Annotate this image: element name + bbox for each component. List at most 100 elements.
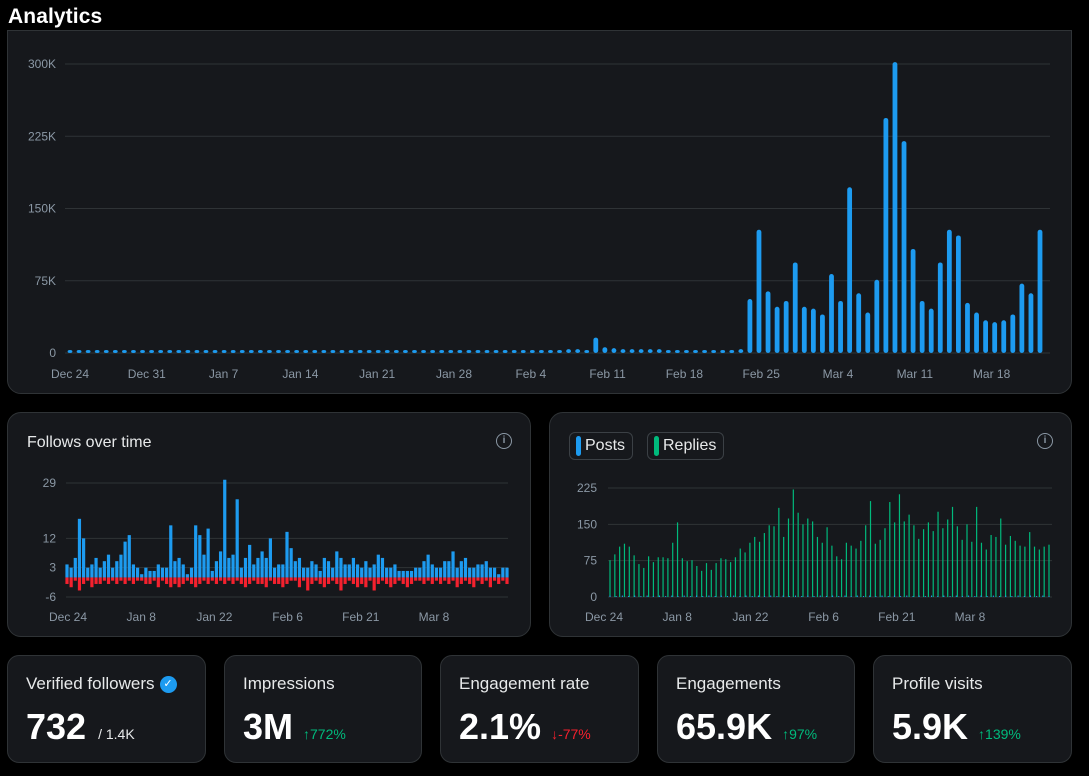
impressions-bar [602, 347, 608, 353]
impressions-bar [194, 350, 200, 353]
y-tick-label: 75 [584, 554, 598, 568]
follow-bar [360, 567, 364, 578]
impressions-bar [348, 350, 354, 353]
stat-profile-visits[interactable]: Profile visits 5.9K ↑139% [873, 655, 1072, 763]
impressions-bar [892, 62, 898, 353]
posts-replies-chart[interactable]: 225 150 75 0 Dec 24 Jan 8 Jan 22 Feb 6 Feb 21 Mar… [550, 413, 1073, 638]
impressions-chart[interactable]: 300K 225K 150K 75K 0 Dec 24 Dec 31 Jan 7 Jan 14 J… [8, 31, 1073, 395]
x-tick-label: Feb 25 [743, 367, 781, 381]
impressions-bar [956, 235, 961, 353]
follow-bar [302, 567, 306, 578]
unfollow-bar [409, 577, 414, 584]
posts-swatch [576, 436, 581, 456]
follow-bar [131, 564, 136, 578]
unfollow-bar [422, 577, 426, 584]
impressions-bar [629, 349, 635, 353]
impressions-bar [393, 350, 399, 353]
follow-bar [189, 567, 194, 578]
stat-change: ↓-77% [551, 726, 591, 742]
follow-bar [218, 551, 223, 578]
unfollow-bar [131, 577, 136, 584]
unfollow-bar [326, 577, 331, 584]
unfollow-bar [343, 577, 347, 584]
impressions-bar [756, 229, 762, 353]
unfollow-bar [488, 577, 492, 588]
impressions-bar [221, 350, 227, 353]
follow-bar [422, 561, 426, 578]
unfollow-bar [463, 577, 468, 581]
follows-card: Follows over time i 29 12 3 -6 Dec 24 Jan 8 Ja… [7, 412, 531, 637]
stat-engagement-rate[interactable]: Engagement rate 2.1% ↓-77% [440, 655, 639, 763]
unfollow-bar [451, 577, 455, 581]
follow-bar [144, 567, 148, 578]
impressions-bar [457, 350, 463, 353]
impressions-bar [548, 350, 553, 353]
stat-verified-followers[interactable]: Verified followers ✓ 732 / 1.4K [7, 655, 206, 763]
unfollow-bar [302, 577, 306, 581]
follow-bar [418, 567, 422, 578]
follow-bar [492, 567, 497, 578]
impressions-bar [502, 350, 508, 353]
stat-impressions[interactable]: Impressions 3M ↑772% [224, 655, 422, 763]
follow-bar [86, 567, 90, 578]
impressions-bar [520, 350, 526, 353]
stat-engagements[interactable]: Engagements 65.9K ↑97% [657, 655, 855, 763]
impressions-bar [375, 350, 381, 353]
unfollow-bar [339, 577, 343, 591]
impressions-bar [76, 350, 82, 353]
unfollow-bar [123, 577, 127, 584]
follow-bar [351, 557, 356, 578]
follow-bar [347, 564, 351, 578]
unfollow-bar [476, 577, 480, 581]
legend-posts[interactable]: Posts [569, 432, 634, 460]
x-tick-label: Mar 8 [955, 610, 986, 624]
impressions-bar [693, 350, 698, 353]
info-icon[interactable]: i [1037, 433, 1053, 449]
unfollow-bar [277, 577, 281, 584]
info-icon[interactable]: i [496, 433, 512, 449]
impressions-bar [167, 350, 173, 353]
unfollow-bar [198, 577, 202, 584]
impressions-bar [321, 350, 327, 353]
follow-bar [385, 567, 389, 578]
x-tick-label: Feb 11 [589, 367, 626, 381]
follow-bar [252, 564, 256, 578]
unfollow-bar [480, 577, 484, 584]
impressions-bar [611, 348, 617, 353]
follow-bar [468, 567, 472, 578]
impressions-bar [711, 350, 717, 353]
stat-value: 2.1% [459, 706, 542, 747]
follow-bar [248, 544, 252, 578]
impressions-bar [792, 262, 798, 353]
impressions-bar [638, 349, 644, 353]
unfollow-bar [173, 577, 177, 584]
legend-replies[interactable]: Replies [647, 432, 725, 460]
impressions-bar [1028, 293, 1034, 353]
impressions-bar [185, 350, 191, 353]
unfollow-bar [455, 577, 459, 588]
follow-bar [206, 528, 210, 578]
follow-bar [69, 567, 73, 578]
impressions-bar [230, 350, 236, 353]
unfollow-bar [218, 577, 223, 581]
y-tick-label: 225 [577, 481, 597, 495]
impressions-bar [239, 350, 245, 353]
impressions-bar [983, 320, 989, 353]
impressions-bar [684, 350, 689, 353]
unfollow-bar [376, 577, 380, 584]
follow-bar [227, 557, 231, 578]
follow-bar [434, 567, 439, 578]
follows-chart[interactable]: 29 12 3 -6 Dec 24 Jan 8 Jan 22 Feb 6 Feb 21 Mar 8 [8, 413, 532, 638]
stat-label: Engagements [676, 674, 781, 693]
impressions-bar [928, 308, 934, 353]
x-tick-label: Feb 21 [342, 610, 380, 624]
impressions-bar [874, 279, 880, 353]
verified-badge-icon: ✓ [159, 675, 177, 693]
unfollow-bar [69, 577, 73, 588]
follow-bar [231, 554, 235, 578]
follow-bar [277, 564, 281, 578]
unfollow-bar [293, 577, 297, 581]
follow-bar [318, 570, 322, 578]
y-tick-label: 300K [28, 57, 56, 71]
unfollow-bar [177, 577, 181, 588]
